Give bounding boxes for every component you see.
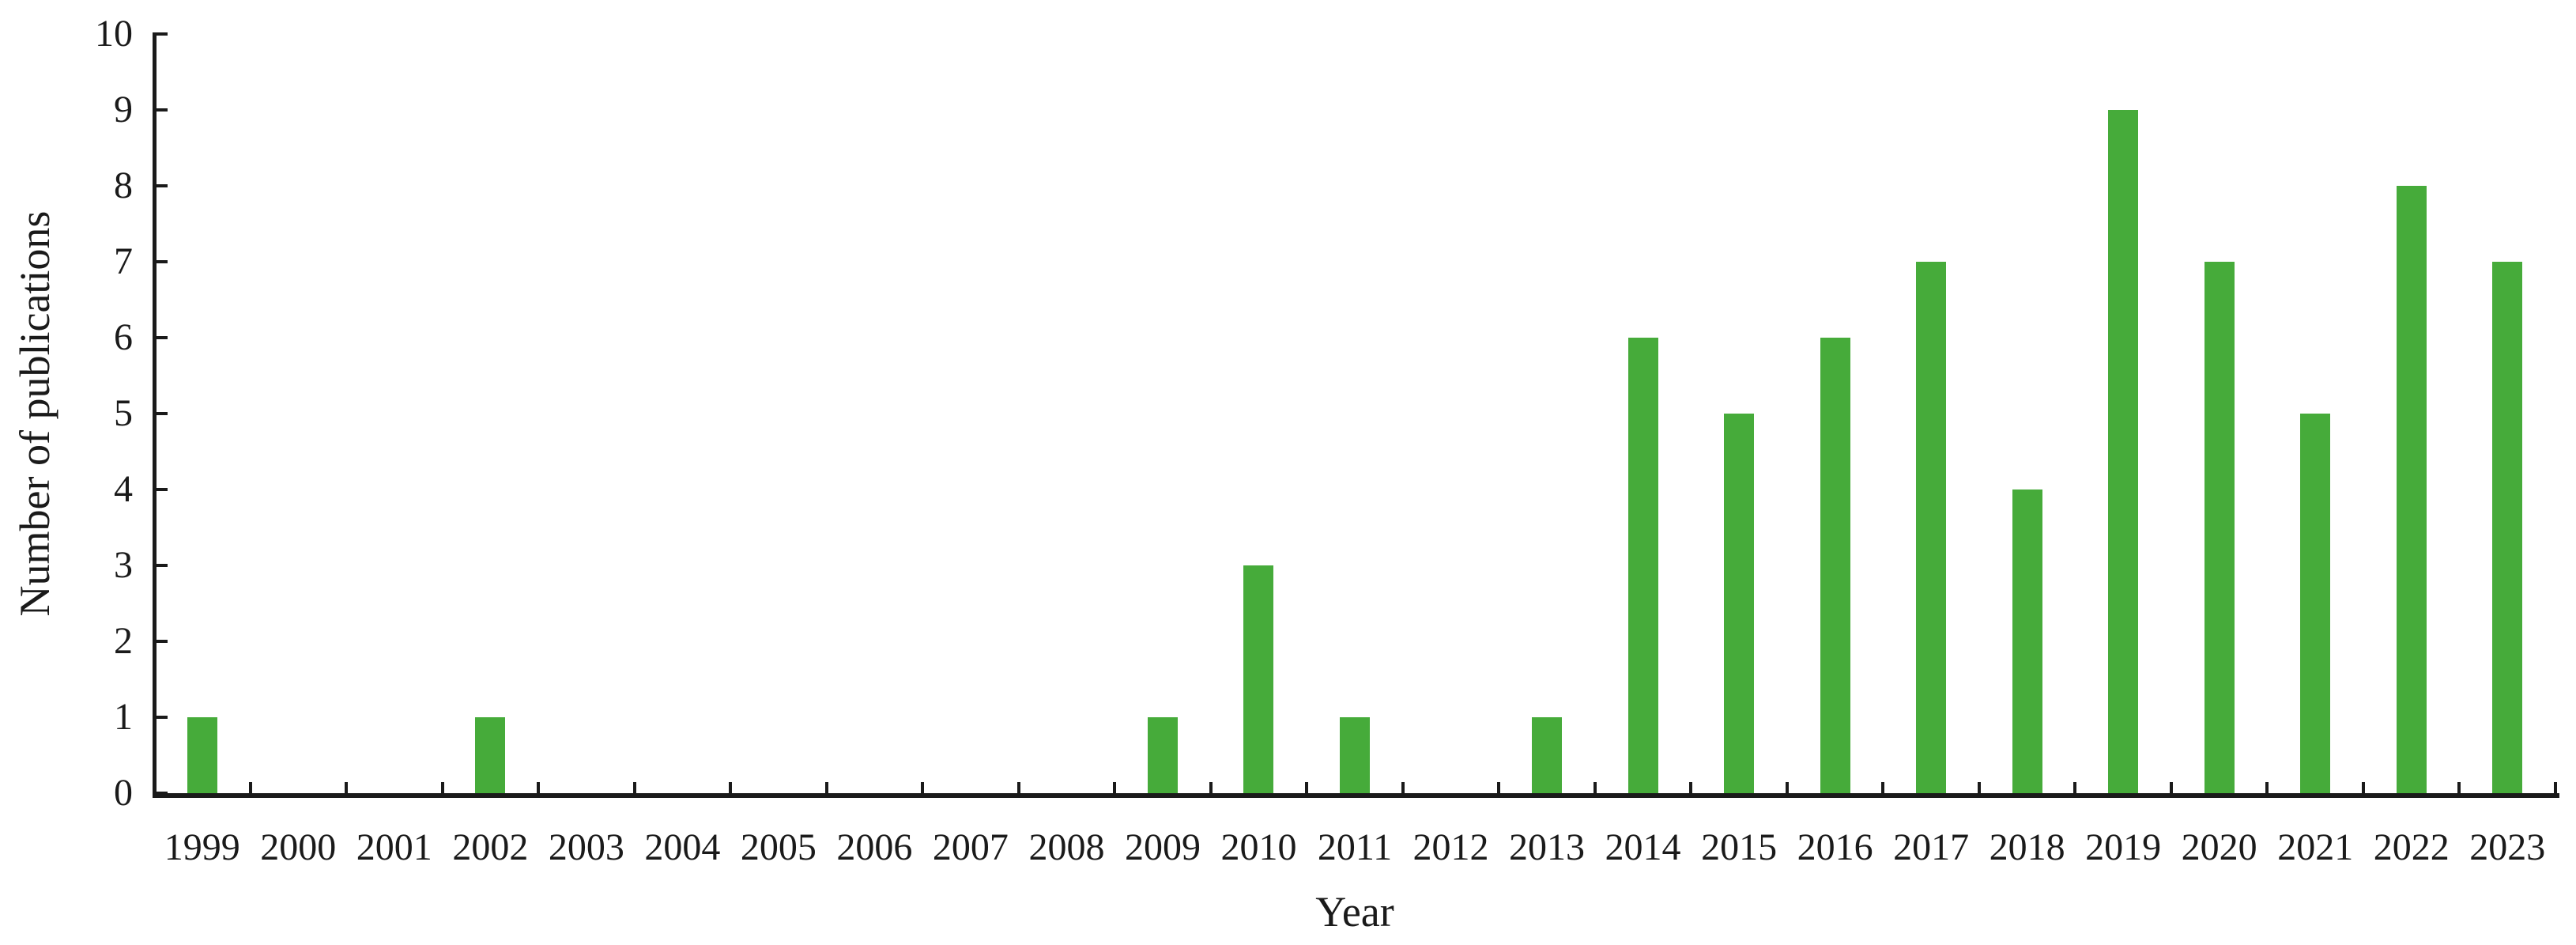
x-tick-mark	[248, 782, 252, 795]
y-tick-label: 6	[114, 316, 133, 358]
bar-2022	[2396, 186, 2427, 793]
x-tick-mark	[1401, 782, 1405, 795]
y-axis-line	[153, 32, 157, 798]
x-tick-label-2016: 2016	[1797, 826, 1873, 868]
x-tick-label-2007: 2007	[932, 826, 1009, 868]
x-tick-mark	[1016, 782, 1020, 795]
x-tick-mark	[824, 782, 828, 795]
x-tick-label-2013: 2013	[1509, 826, 1586, 868]
y-tick-mark	[154, 108, 168, 112]
x-tick-mark	[2457, 782, 2461, 795]
y-tick-label: 5	[114, 392, 133, 434]
x-tick-label-2021: 2021	[2277, 826, 2354, 868]
bar-2014	[1627, 338, 1658, 793]
y-tick-mark	[154, 716, 168, 719]
x-tick-label-2023: 2023	[2469, 826, 2546, 868]
x-tick-mark	[2265, 782, 2269, 795]
x-tick-mark	[1977, 782, 1981, 795]
bar-2011	[1340, 717, 1370, 793]
bar-1999	[187, 717, 217, 793]
y-tick-mark	[154, 184, 168, 187]
y-tick-label: 4	[114, 468, 133, 510]
x-tick-label-2008: 2008	[1028, 826, 1105, 868]
x-tick-mark	[1497, 782, 1501, 795]
x-tick-mark	[1593, 782, 1597, 795]
x-tick-mark	[440, 782, 444, 795]
y-tick-label: 3	[114, 544, 133, 586]
bar-2021	[2300, 414, 2331, 793]
x-tick-mark	[729, 782, 733, 795]
y-tick-label: 1	[114, 696, 133, 738]
x-tick-mark	[345, 782, 349, 795]
x-axis-line	[153, 793, 2559, 798]
x-tick-mark	[632, 782, 636, 795]
bar-2002	[475, 717, 506, 793]
x-tick-label-2022: 2022	[2373, 826, 2450, 868]
y-tick-mark	[154, 412, 168, 415]
bar-2018	[2012, 490, 2042, 793]
x-tick-label-2012: 2012	[1412, 826, 1489, 868]
y-tick-label: 8	[114, 164, 133, 206]
x-tick-mark	[1689, 782, 1693, 795]
y-tick-mark	[154, 564, 168, 567]
bar-2010	[1243, 565, 1274, 793]
x-tick-label-2020: 2020	[2181, 826, 2257, 868]
y-tick-mark	[154, 336, 168, 339]
bar-2023	[2492, 262, 2523, 793]
y-tick-mark	[154, 488, 168, 491]
x-tick-label-1999: 1999	[164, 826, 240, 868]
x-tick-mark	[2073, 782, 2077, 795]
bar-2009	[1147, 717, 1178, 793]
bar-2019	[2108, 110, 2139, 793]
bar-2016	[1820, 338, 1850, 793]
y-tick-mark	[154, 260, 168, 263]
y-tick-mark	[154, 640, 168, 643]
x-tick-label-2001: 2001	[356, 826, 432, 868]
x-tick-label-2009: 2009	[1124, 826, 1201, 868]
x-tick-label-2015: 2015	[1701, 826, 1778, 868]
x-tick-mark	[1785, 782, 1789, 795]
x-tick-mark	[2554, 782, 2557, 795]
x-tick-label-2000: 2000	[260, 826, 337, 868]
x-tick-mark	[1305, 782, 1309, 795]
x-tick-mark	[2169, 782, 2173, 795]
x-tick-label-2006: 2006	[836, 826, 913, 868]
x-tick-label-2019: 2019	[2085, 826, 2162, 868]
y-tick-mark	[154, 32, 168, 36]
x-tick-mark	[537, 782, 541, 795]
bar-2020	[2204, 262, 2235, 793]
x-tick-mark	[1113, 782, 1117, 795]
x-tick-label-2003: 2003	[548, 826, 624, 868]
y-tick-label: 0	[114, 772, 133, 814]
x-tick-mark	[1881, 782, 1885, 795]
x-tick-label-2010: 2010	[1220, 826, 1297, 868]
x-tick-mark	[921, 782, 925, 795]
x-tick-label-2002: 2002	[452, 826, 529, 868]
x-axis-title: Year	[1315, 888, 1394, 936]
x-tick-label-2014: 2014	[1605, 826, 1681, 868]
x-tick-mark	[2361, 782, 2365, 795]
bar-2017	[1916, 262, 1947, 793]
x-tick-label-2004: 2004	[644, 826, 721, 868]
x-tick-label-2005: 2005	[740, 826, 817, 868]
y-tick-label: 9	[114, 89, 133, 130]
y-tick-mark	[154, 792, 168, 795]
x-tick-label-2017: 2017	[1893, 826, 1970, 868]
x-tick-label-2018: 2018	[1989, 826, 2065, 868]
x-tick-label-2011: 2011	[1317, 826, 1393, 868]
bar-2015	[1724, 414, 1755, 793]
y-tick-label: 10	[95, 13, 133, 55]
bar-2013	[1532, 717, 1563, 793]
y-tick-label: 2	[114, 620, 133, 662]
x-tick-mark	[1209, 782, 1213, 795]
y-tick-label: 7	[114, 240, 133, 282]
